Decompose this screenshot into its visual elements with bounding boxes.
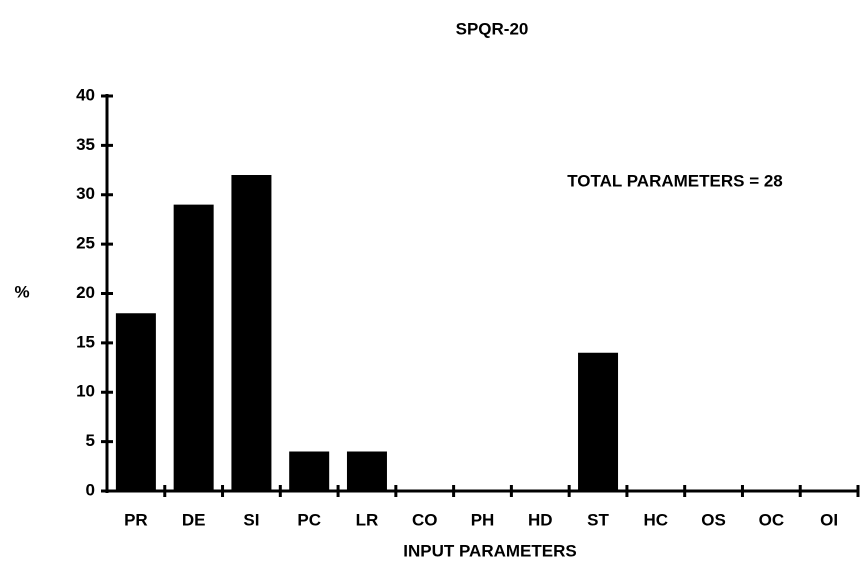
x-tick-label: HD <box>528 510 553 529</box>
y-tick-label: 0 <box>86 480 95 499</box>
annotation: TOTAL PARAMETERS = 28 <box>567 171 783 190</box>
x-tick-label: PC <box>297 510 321 529</box>
bar <box>289 451 330 491</box>
y-tick-label: 25 <box>76 234 95 253</box>
x-tick-label: DE <box>182 510 206 529</box>
bar <box>346 451 387 491</box>
x-tick-label: OC <box>759 510 785 529</box>
y-tick-label: 30 <box>76 184 95 203</box>
bar <box>231 175 272 491</box>
x-tick-label: ST <box>587 510 609 529</box>
x-tick-label: SI <box>243 510 259 529</box>
x-tick-label: HC <box>644 510 669 529</box>
x-tick-label: OI <box>820 510 838 529</box>
y-tick-label: 40 <box>76 85 95 104</box>
x-tick-label: PH <box>471 510 495 529</box>
x-axis-label: INPUT PARAMETERS <box>403 541 576 560</box>
x-tick-label: OS <box>701 510 726 529</box>
y-axis-label: % <box>14 282 29 301</box>
bar <box>578 352 619 491</box>
y-tick-label: 20 <box>76 283 95 302</box>
x-tick-label: PR <box>124 510 148 529</box>
y-tick-label: 5 <box>86 431 95 450</box>
bar <box>115 313 156 491</box>
x-tick-label: CO <box>412 510 438 529</box>
y-tick-label: 15 <box>76 332 95 351</box>
y-tick-label: 10 <box>76 382 95 401</box>
bar <box>173 204 214 491</box>
y-tick-label: 35 <box>76 135 95 154</box>
chart-title: SPQR-20 <box>456 19 529 38</box>
x-tick-label: LR <box>356 510 379 529</box>
